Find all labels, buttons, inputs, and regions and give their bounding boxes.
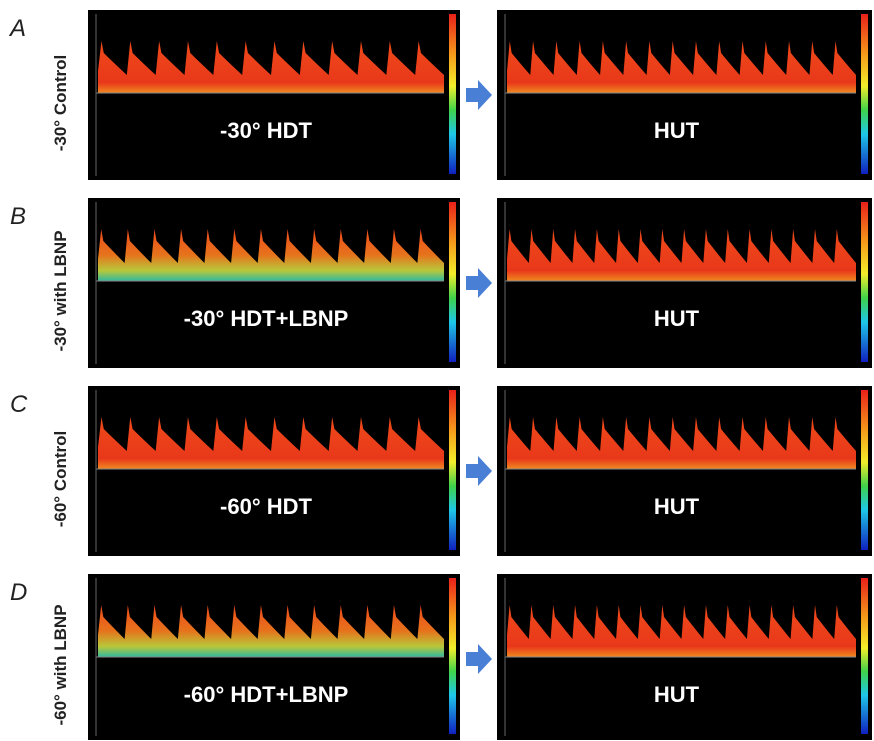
spectrogram-panel (88, 198, 460, 368)
arrow (466, 80, 492, 110)
spectrogram-panel (497, 198, 872, 368)
doppler-waveform (507, 41, 856, 93)
row-label: -30° Control (51, 55, 70, 152)
spectrogram-panel (497, 386, 872, 556)
panel-letter: B (10, 203, 26, 230)
panel-label: -30° HDT+LBNP (184, 306, 349, 331)
spectrogram-panel (88, 10, 460, 180)
color-bar (861, 578, 868, 734)
arrow (466, 268, 492, 298)
arrow (466, 644, 492, 674)
color-bar (449, 578, 456, 734)
row-label: -60° Control (51, 431, 70, 528)
panel-letter: C (10, 391, 28, 418)
panel-label: -60° HDT (220, 494, 312, 519)
panel-label: HUT (654, 118, 700, 143)
panel-letter: D (10, 579, 27, 606)
color-bar (449, 390, 456, 550)
panel-label: -30° HDT (220, 118, 312, 143)
color-bar (861, 390, 868, 550)
color-bar (449, 14, 456, 174)
panel-letter: A (8, 15, 26, 42)
spectrogram-panel (497, 10, 872, 180)
doppler-waveform (98, 229, 444, 281)
panel-label: HUT (654, 494, 700, 519)
row-label: -60° with LBNP (51, 604, 70, 725)
color-bar (449, 202, 456, 362)
doppler-waveform (507, 605, 856, 657)
panel-label: HUT (654, 306, 700, 331)
color-bar (861, 14, 868, 174)
color-bar (861, 202, 868, 362)
spectrogram-panel (88, 386, 460, 556)
doppler-waveform (98, 605, 444, 657)
doppler-waveform (98, 41, 444, 93)
doppler-waveform (507, 229, 856, 281)
arrow (466, 456, 492, 486)
doppler-waveform (507, 417, 856, 469)
panel-label: HUT (654, 682, 700, 707)
panel-label: -60° HDT+LBNP (184, 682, 349, 707)
row-label: -30° with LBNP (51, 230, 70, 351)
doppler-waveform (98, 417, 444, 469)
